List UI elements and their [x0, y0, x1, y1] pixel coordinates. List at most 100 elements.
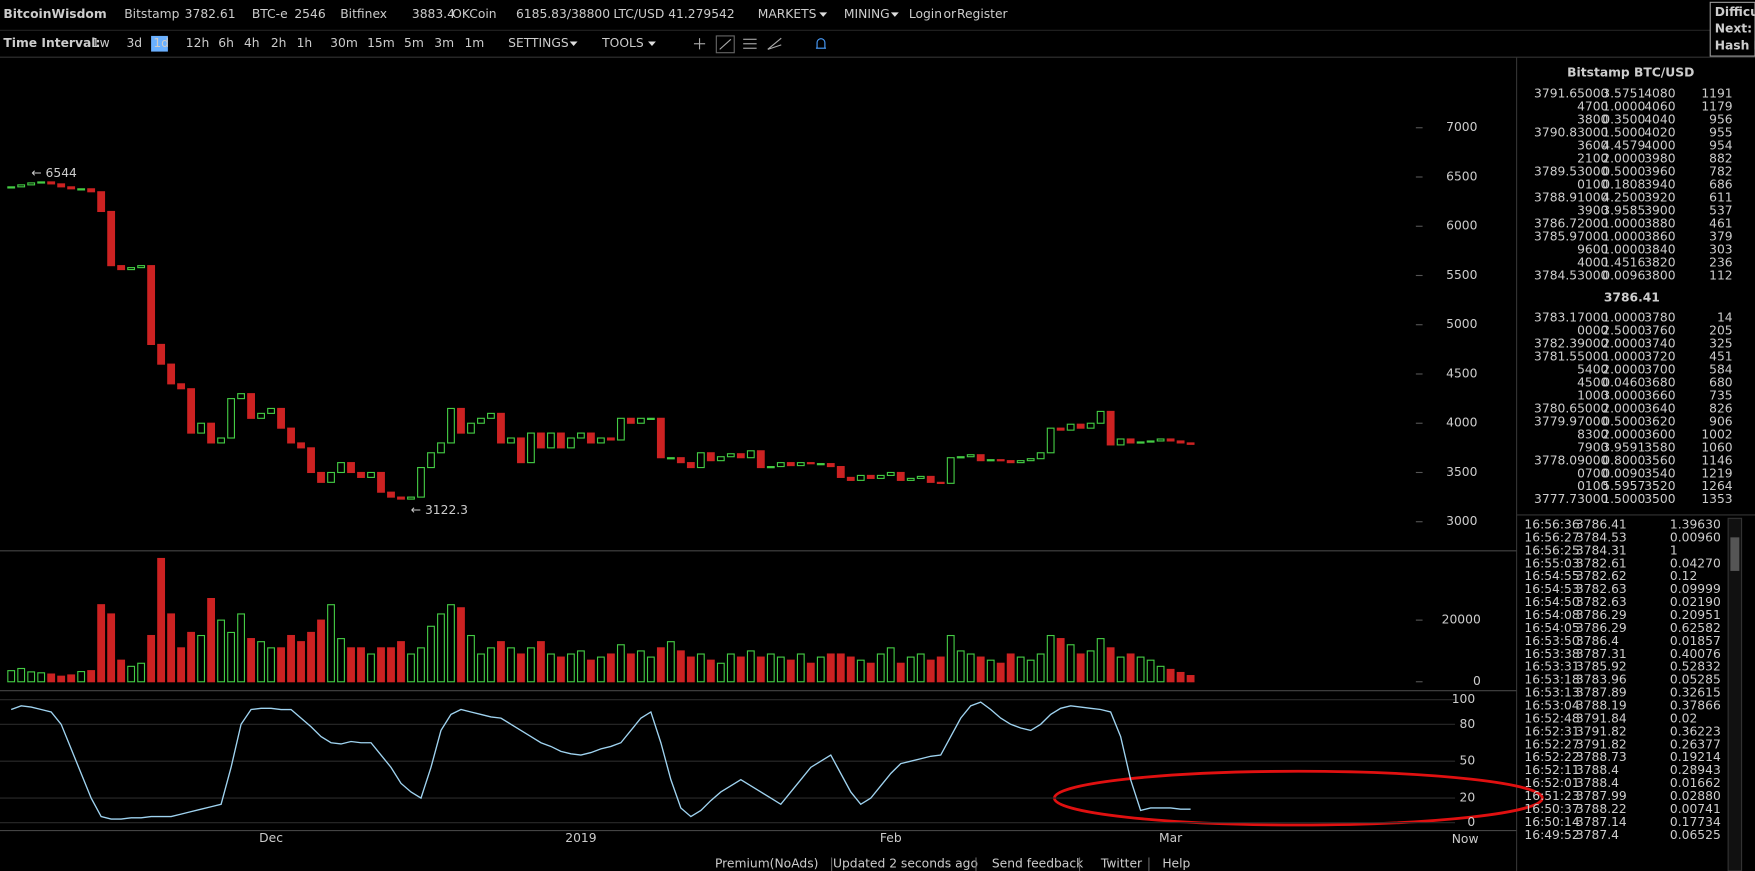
register-link[interactable]: Register: [957, 7, 1009, 21]
volume-bar: [477, 653, 485, 683]
toolbar-label: Time Interval:: [3, 36, 100, 50]
candle: [1066, 423, 1075, 431]
candle: [796, 462, 805, 467]
fib-icon[interactable]: [767, 44, 782, 50]
book-cell: 4500: [1577, 375, 1608, 389]
book-cell: 2.0000: [1602, 152, 1645, 166]
interval[interactable]: 1w: [92, 36, 110, 50]
scrollbar-thumb[interactable]: [1730, 537, 1740, 571]
interval[interactable]: 12h: [186, 36, 209, 50]
alert-icon[interactable]: [815, 38, 827, 49]
candle: [17, 184, 26, 188]
interval[interactable]: 15m: [367, 36, 395, 50]
footer-link[interactable]: Twitter: [1100, 857, 1143, 871]
interval[interactable]: 30m: [330, 36, 358, 50]
book-cell: 3.9585: [1602, 203, 1645, 217]
candle: [157, 343, 166, 365]
book-cell: 3880: [1644, 216, 1675, 230]
volume-bar: [1056, 638, 1065, 683]
interval[interactable]: 1h: [297, 36, 313, 50]
interval[interactable]: 1m: [464, 36, 484, 50]
candle: [786, 462, 795, 467]
menu[interactable]: MINING: [844, 7, 890, 21]
volume-bar: [1106, 647, 1115, 683]
ticker-name[interactable]: OKCoin: [452, 7, 496, 21]
line-tool-icon[interactable]: [715, 35, 735, 54]
trade-time: 16:56:25: [1524, 543, 1579, 557]
trade-price: 3787.4: [1576, 828, 1619, 842]
book-cell: 3786.72000: [1534, 216, 1608, 230]
login-link[interactable]: Login: [909, 7, 942, 21]
book-cell: 0.5000: [1602, 165, 1645, 179]
volume-bar: [287, 634, 295, 683]
book-cell: 3920: [1644, 190, 1675, 204]
book-cell: 4060: [1644, 100, 1675, 114]
tools-menu[interactable]: TOOLS: [601, 36, 644, 50]
logo[interactable]: BitcoinWisdom: [3, 7, 106, 21]
ticker-name[interactable]: BTC-e: [252, 7, 288, 21]
annotation: ← 3122.3: [411, 503, 468, 517]
volume-bar: [127, 665, 136, 683]
trade-amount: 0.02880: [1670, 789, 1721, 803]
book-cell: 0000: [1577, 323, 1608, 337]
scrollbar[interactable]: [1727, 517, 1743, 871]
trade-time: 16:55:03: [1524, 556, 1579, 570]
book-cell: 1.5000: [1602, 126, 1645, 140]
candle: [217, 437, 226, 444]
footer-link[interactable]: Help: [1162, 857, 1190, 871]
fib-icon[interactable]: [767, 37, 782, 50]
y-tick-label: 7000: [1446, 120, 1477, 134]
interval[interactable]: 3m: [434, 36, 454, 50]
volume-bar: [397, 641, 405, 683]
footer-link[interactable]: Premium(NoAds): [715, 857, 818, 871]
candle: [407, 496, 415, 500]
interval[interactable]: 1d: [153, 36, 169, 50]
trade-amount: 0.19214: [1670, 750, 1721, 764]
volume-bar: [537, 641, 545, 683]
side-info: Hash R: [1715, 38, 1755, 52]
settings-menu[interactable]: SETTINGS: [508, 36, 569, 50]
interval[interactable]: 2h: [271, 36, 287, 50]
line-tool-icon[interactable]: [719, 38, 732, 50]
book-cell: 1.0000: [1602, 242, 1645, 256]
book-cell: 9600: [1577, 242, 1608, 256]
ticker-name[interactable]: Bitfinex: [340, 7, 387, 21]
candle: [477, 417, 485, 424]
interval[interactable]: 6h: [218, 36, 234, 50]
book-cell: 3560: [1644, 453, 1675, 467]
footer-link[interactable]: Send feedback: [992, 857, 1084, 871]
volume-bar: [407, 653, 415, 683]
volume-bar: [367, 653, 375, 683]
book-cell: 686: [1709, 178, 1733, 192]
footer-link: Updated 2 seconds ago: [833, 857, 978, 871]
candle: [287, 427, 295, 444]
book-cell: 1.0000: [1602, 216, 1645, 230]
book-cell: 3540: [1644, 466, 1675, 480]
interval[interactable]: 4h: [244, 36, 260, 50]
candle: [906, 477, 915, 481]
candle: [1156, 438, 1165, 442]
volume-bar: [107, 613, 116, 683]
interval[interactable]: 3d: [126, 36, 142, 50]
volume-bar: [766, 653, 775, 683]
menu-caret: [890, 12, 899, 17]
volume-bar: [586, 659, 595, 683]
book-cell: 611: [1709, 190, 1732, 204]
y-tick-label: 3500: [1446, 465, 1477, 479]
candle: [976, 454, 985, 462]
trade-amount: 0.17734: [1670, 815, 1721, 829]
menu[interactable]: MARKETS: [758, 7, 817, 21]
trade-price: 3788.73: [1576, 750, 1627, 764]
x-tick-label: 2019: [565, 831, 596, 845]
trade-price: 3786.29: [1576, 621, 1627, 635]
ticker-name[interactable]: LTC/USD: [613, 7, 664, 21]
interval[interactable]: 5m: [404, 36, 424, 50]
book-cell: 1191: [1701, 87, 1732, 101]
candle: [1096, 410, 1105, 424]
volume-bar: [1156, 665, 1165, 683]
ticker-name[interactable]: Bitstamp: [124, 7, 179, 21]
volume-bar: [916, 653, 925, 683]
candle: [586, 432, 595, 444]
volume-bar: [547, 653, 555, 683]
trade-time: 16:53:04: [1524, 699, 1579, 713]
